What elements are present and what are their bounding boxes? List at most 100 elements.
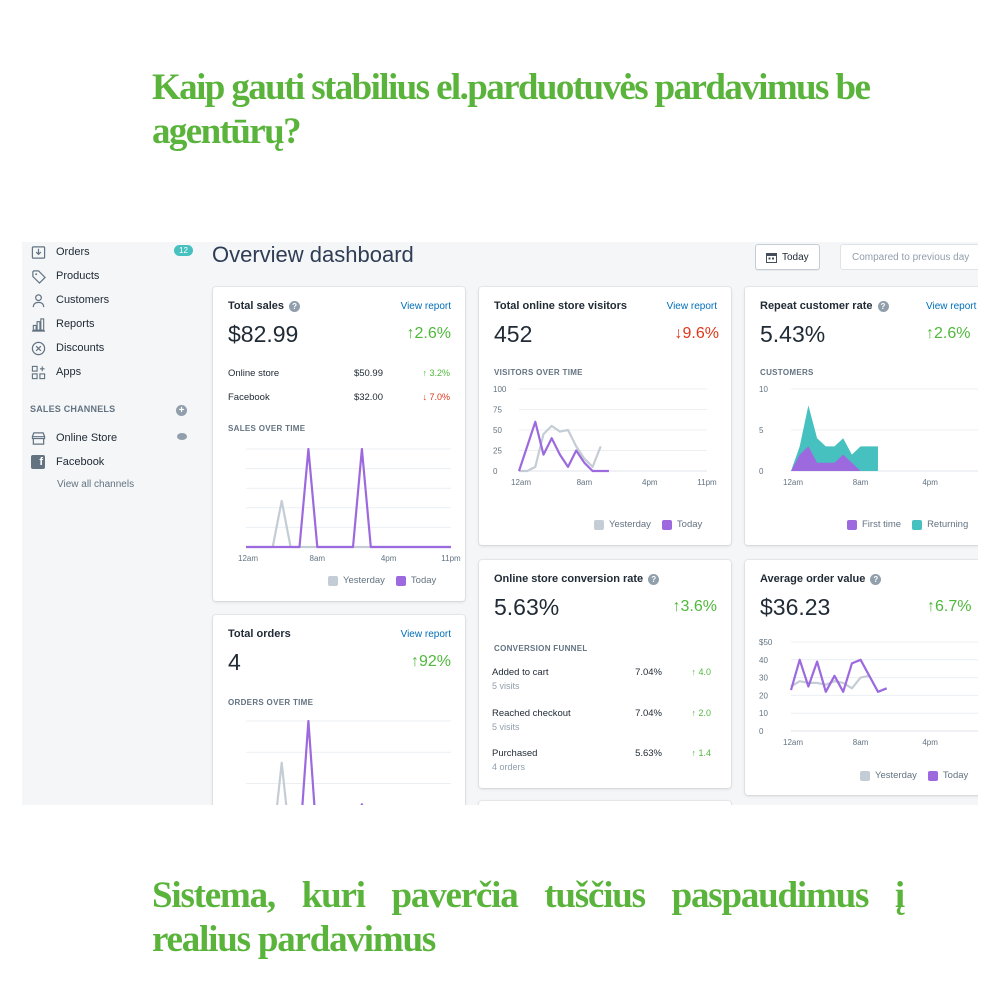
card-title-text: Total sales xyxy=(228,300,285,312)
sidebar-item-products[interactable]: Products xyxy=(30,266,196,286)
y-tick-label: 10 xyxy=(759,385,768,394)
line-series-yesterday xyxy=(519,424,602,473)
repeat-rate-value: 5.43% xyxy=(760,321,826,347)
dashboard-screenshot: Orders 12 Products Customers Reports Dis… xyxy=(22,242,978,805)
person-icon xyxy=(30,292,46,308)
legend-swatch-today xyxy=(661,519,672,530)
chart-label: VISITORS OVER TIME xyxy=(494,368,583,377)
funnel-step-change: ↑ 2.0 xyxy=(691,708,711,718)
view-report-link[interactable]: View report xyxy=(926,301,977,312)
date-picker-button[interactable]: Today xyxy=(755,244,820,270)
sidebar-item-orders[interactable]: Orders 12 xyxy=(30,242,196,262)
conversion-rate-change: ↑3.6% xyxy=(672,598,717,615)
x-tick-label: 4pm xyxy=(922,478,938,487)
total-sales-card: Total sales? View report $82.99 ↑2.6% On… xyxy=(213,287,465,601)
sidebar-item-label: Reports xyxy=(56,318,95,330)
line-series-today xyxy=(246,447,451,549)
y-tick-label: $50 xyxy=(759,638,773,647)
card-title-text: Average order value xyxy=(760,573,866,585)
line-series-today xyxy=(301,719,364,805)
x-tick-label: 4pm xyxy=(381,554,397,563)
sidebar-item-label: Orders xyxy=(56,246,90,258)
funnel-step-pct: 5.63% xyxy=(635,748,662,759)
page-title: Overview dashboard xyxy=(212,242,414,267)
total-orders-change: ↑92% xyxy=(410,653,451,670)
card-title-text: Online store conversion rate xyxy=(494,573,644,585)
y-tick-label: 100 xyxy=(493,385,507,394)
line-series-today xyxy=(789,658,888,693)
sidebar-item-label: Facebook xyxy=(56,456,105,468)
line-series-yesterday xyxy=(276,761,288,805)
view-all-channels-link[interactable]: View all channels xyxy=(57,479,135,490)
funnel-step-sub: 5 visits xyxy=(492,681,520,691)
area-series-returning xyxy=(791,405,878,471)
card-title: Online store conversion rate? xyxy=(494,573,660,585)
total-orders-card: Total orders View report 4 ↑92% ORDERS O… xyxy=(213,615,465,805)
funnel-row: Reached checkout 5 visits 7.04% ↑ 2.0 xyxy=(492,708,714,732)
funnel-step-sub: 4 orders xyxy=(492,762,526,772)
breakdown-row-online-store: Online store $50.99 ↑ 3.2% xyxy=(228,368,450,382)
chart-label: SALES OVER TIME xyxy=(228,424,306,433)
view-report-link[interactable]: View report xyxy=(666,301,717,312)
orders-count-badge: 12 xyxy=(174,245,193,256)
chart-legend: Yesterday Today xyxy=(594,519,702,530)
help-icon[interactable]: ? xyxy=(870,573,882,585)
view-report-link[interactable]: View report xyxy=(400,629,451,640)
legend-swatch-today xyxy=(927,770,938,781)
orders-over-time-chart xyxy=(246,719,451,805)
help-icon[interactable]: ? xyxy=(289,300,301,312)
breakdown-row-facebook: Facebook $32.00 ↓ 7.0% xyxy=(228,392,450,406)
funnel-step-pct: 7.04% xyxy=(635,708,662,719)
legend-label: Yesterday xyxy=(875,770,917,781)
view-store-eye-icon[interactable] xyxy=(177,433,187,440)
sidebar-item-apps[interactable]: Apps xyxy=(30,362,196,382)
total-sales-value: $82.99 xyxy=(228,321,299,347)
legend-swatch-first-time xyxy=(847,519,857,530)
row-change: ↓ 7.0% xyxy=(422,392,450,402)
card-title: Total sales? xyxy=(228,300,301,312)
x-tick-label: 8am xyxy=(577,478,593,487)
discount-icon xyxy=(30,340,46,356)
legend-swatch-returning xyxy=(912,519,923,530)
compare-period-select[interactable]: Compared to previous day xyxy=(840,244,978,270)
add-channel-icon[interactable]: + xyxy=(176,405,187,416)
view-report-link[interactable]: View report xyxy=(400,301,451,312)
total-orders-value: 4 xyxy=(228,649,241,675)
funnel-step-label: Reached checkout xyxy=(492,708,571,719)
sidebar-item-label: Online Store xyxy=(56,432,118,444)
sidebar-item-discounts[interactable]: Discounts xyxy=(30,338,196,358)
help-icon[interactable]: ? xyxy=(877,300,889,312)
row-change: ↑ 3.2% xyxy=(422,368,450,378)
funnel-step-sub: 5 visits xyxy=(492,722,520,732)
sales-channels-heading: SALES CHANNELS xyxy=(30,404,116,414)
funnel-row: Added to cart 5 visits 7.04% ↑ 4.0 xyxy=(492,667,714,691)
sidebar-item-label: Customers xyxy=(56,294,110,306)
legend-label: Today xyxy=(942,770,969,781)
row-value: $32.00 xyxy=(353,392,383,403)
calendar-icon xyxy=(766,252,777,263)
help-icon[interactable]: ? xyxy=(648,573,660,585)
x-tick-label: 8am xyxy=(853,738,869,747)
x-tick-label: 4pm xyxy=(642,478,658,487)
average-order-value-card: Average order value? $36.23 ↑6.7% 0 10 20 3… xyxy=(745,560,978,795)
line-series-today xyxy=(517,420,609,473)
y-tick-label: 0 xyxy=(493,467,498,476)
customers-chart: 051012am8am4pm11pm xyxy=(759,385,978,487)
x-tick-label: 8am xyxy=(310,554,326,563)
chart-legend: First time Returning xyxy=(847,519,968,530)
x-tick-label: 8am xyxy=(853,478,869,487)
legend-swatch-today xyxy=(395,575,406,586)
funnel-step-change: ↑ 1.4 xyxy=(691,748,711,758)
sidebar-item-online-store[interactable]: Online Store xyxy=(30,428,196,448)
sidebar-item-reports[interactable]: Reports xyxy=(30,314,196,334)
sales-over-time-chart: 12am 8am 4pm 11pm xyxy=(238,447,461,563)
x-tick-label: 11pm xyxy=(441,554,461,563)
sidebar-item-customers[interactable]: Customers xyxy=(30,290,196,310)
legend-label: Yesterday xyxy=(343,575,385,586)
sidebar-item-facebook[interactable]: f Facebook xyxy=(30,452,196,472)
repeat-customer-card: Repeat customer rate? View report 5.43% … xyxy=(745,287,978,545)
total-sales-change: ↑2.6% xyxy=(406,325,451,342)
facebook-icon: f xyxy=(30,454,46,470)
chart-label: ORDERS OVER TIME xyxy=(228,698,314,707)
sidebar: Orders 12 Products Customers Reports Dis… xyxy=(22,242,198,805)
